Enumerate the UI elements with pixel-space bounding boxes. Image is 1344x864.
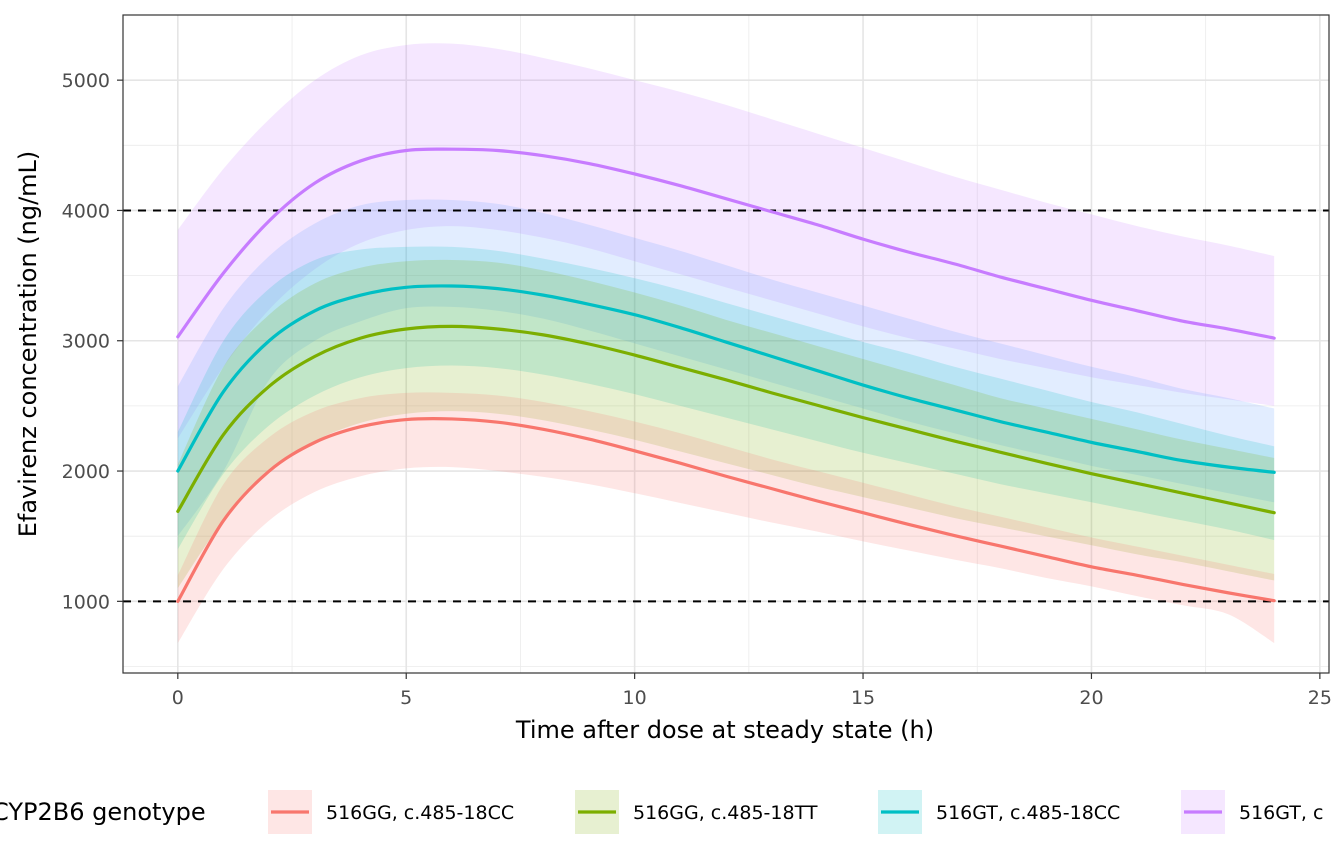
y-tick-label: 3000 (62, 331, 110, 353)
x-tick-label: 10 (623, 687, 647, 709)
legend-label-3: 516GT, c.485-18CC (936, 802, 1120, 824)
legend-label-4: 516GT, c (1239, 802, 1323, 824)
reference-lines (123, 209, 1329, 603)
legend-label-2: 516GG, c.485-18TT (633, 802, 818, 824)
y-tick-label: 4000 (62, 200, 110, 222)
y-tick-label: 1000 (62, 591, 110, 613)
legend-label-1: 516GG, c.485-18CC (326, 802, 514, 824)
confidence-bands (177, 43, 1275, 644)
x-tick-label: 20 (1079, 687, 1103, 709)
band-series-1 (177, 392, 1275, 644)
y-tick-label: 2000 (62, 461, 110, 483)
x-tick-label: 25 (1308, 687, 1332, 709)
x-tick-label: 0 (172, 687, 184, 709)
band-series-3 (177, 246, 1275, 550)
series-line-1 (176, 416, 1276, 603)
panel-border (122, 14, 1330, 674)
legend: CYP2B6 genotype 516GG, c.485-18CC 516GG, … (0, 790, 1323, 834)
legend-title: CYP2B6 genotype (0, 798, 206, 826)
x-axis-ticks: 0 5 10 15 20 25 (172, 673, 1332, 709)
band-series-4 (177, 43, 1275, 439)
y-tick-label: 5000 (62, 70, 110, 92)
series-line-3 (176, 284, 1276, 474)
x-axis-label: Time after dose at steady state (h) (515, 716, 934, 744)
y-axis-ticks: 1000 2000 3000 4000 5000 (62, 70, 123, 613)
band-series-2 (177, 259, 1275, 589)
band-extra-1 (177, 199, 1275, 537)
y-axis-label: Efavirenz concentration (ng/mL) (14, 151, 42, 538)
x-tick-label: 5 (400, 687, 412, 709)
series-line-2 (176, 324, 1276, 515)
x-tick-label: 15 (851, 687, 875, 709)
series-lines (176, 147, 1276, 603)
series-line-4 (176, 147, 1276, 340)
